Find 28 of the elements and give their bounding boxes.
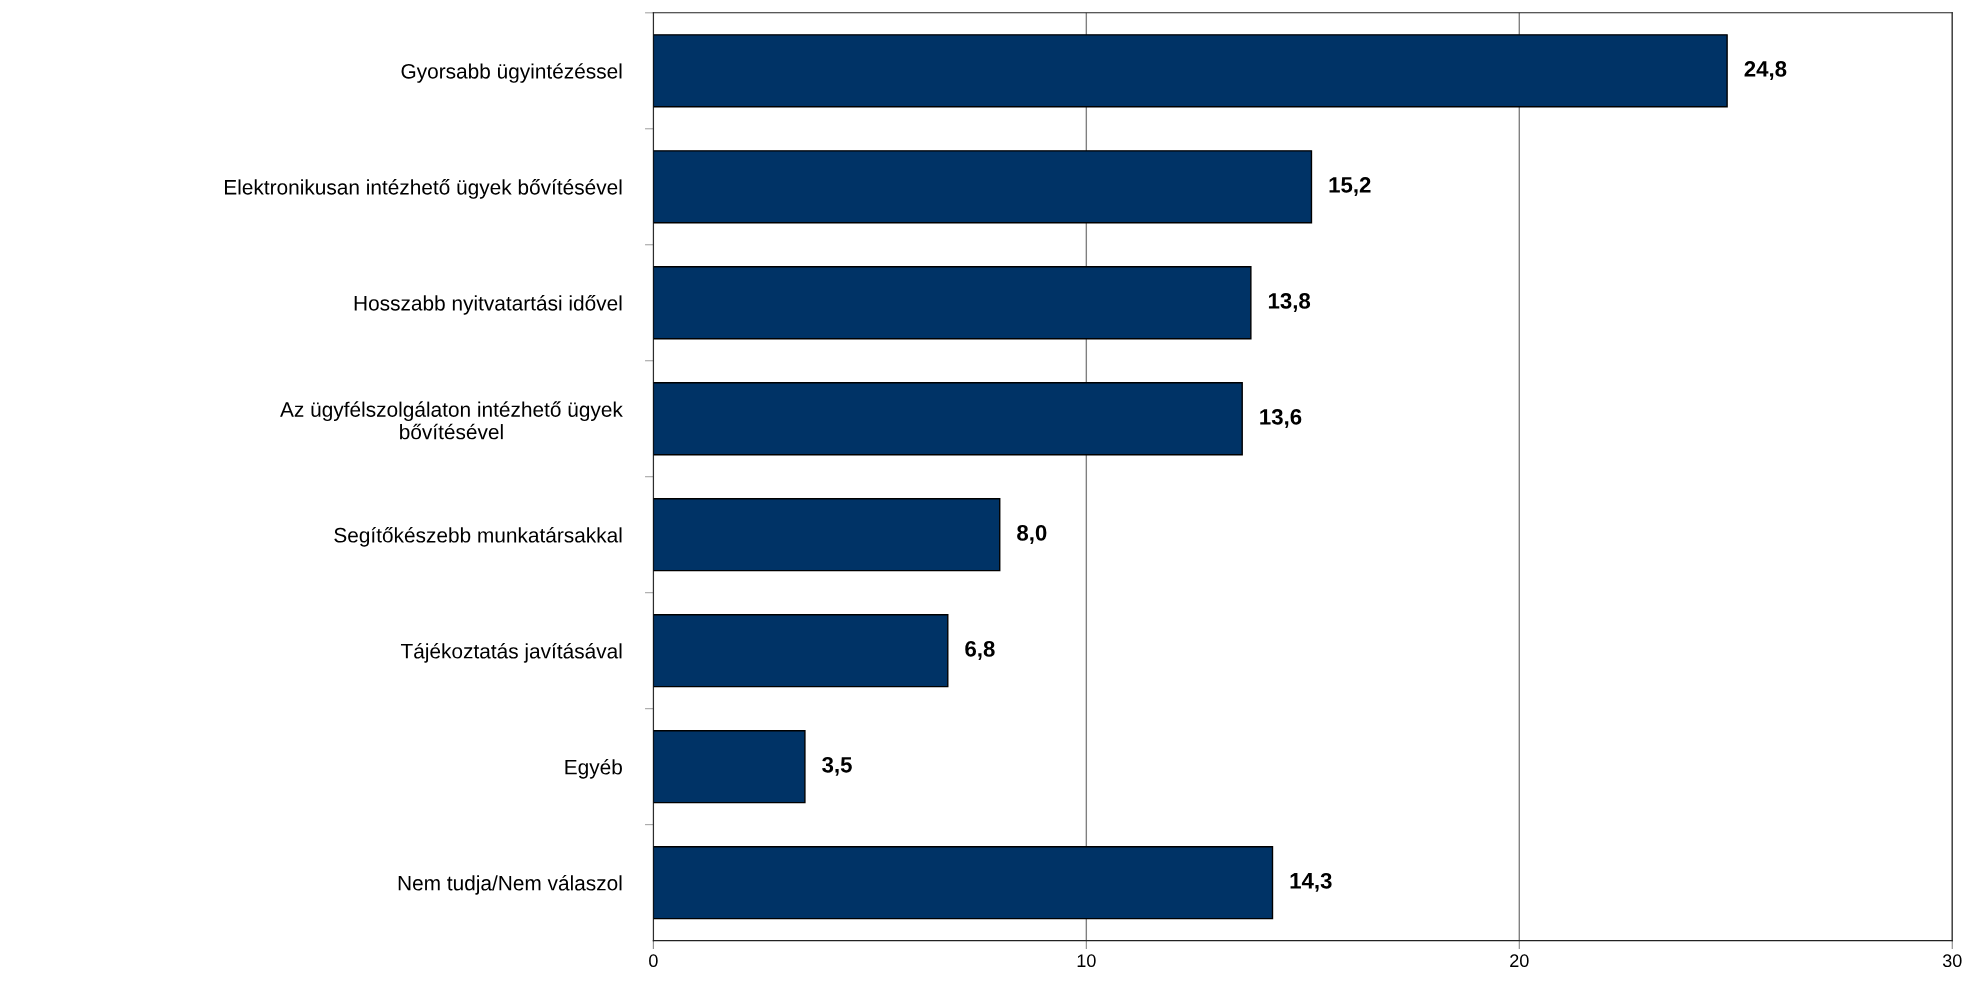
data-label: 13,8 (1268, 292, 1311, 312)
data-label: 14,3 (1290, 872, 1332, 892)
bar (653, 382, 1243, 456)
data-label: 6,8 (965, 640, 995, 660)
bar (653, 34, 1728, 108)
data-label: 15,2 (1329, 177, 1371, 196)
x-tick-label: 30 (1942, 954, 1962, 968)
bar (653, 150, 1313, 224)
y-tick-label: Hosszabb nyitvatartási idővel (354, 295, 622, 315)
data-label: 8,0 (1017, 524, 1047, 544)
y-tick-label: Segítőkészebb munkatársakkal (334, 527, 622, 547)
x-tick-label: 0 (649, 954, 658, 968)
y-tick-label: Elektronikusan intézhető ügyek bővítésével (225, 179, 622, 199)
bar (653, 730, 806, 804)
data-label: 3,5 (822, 756, 852, 776)
y-tick-label: Az ügyfélszolgálaton intézhető ügyek bővítésével (280, 401, 623, 440)
y-tick-label: Egyéb (565, 759, 622, 779)
x-tick-label: 20 (1510, 954, 1529, 968)
bar (653, 498, 1001, 572)
data-label: 24,8 (1744, 61, 1787, 80)
y-tick-label: Nem tudja/Nem válaszol (398, 874, 622, 895)
y-tick-label: Gyorsabb ügyintézéssel (401, 63, 622, 83)
bar (653, 266, 1252, 340)
y-tick-label: Tájékoztatás javításával (400, 643, 622, 663)
bar (653, 614, 949, 688)
bar (653, 846, 1274, 920)
data-label: 13,6 (1260, 408, 1302, 428)
x-tick-label: 10 (1077, 954, 1096, 968)
